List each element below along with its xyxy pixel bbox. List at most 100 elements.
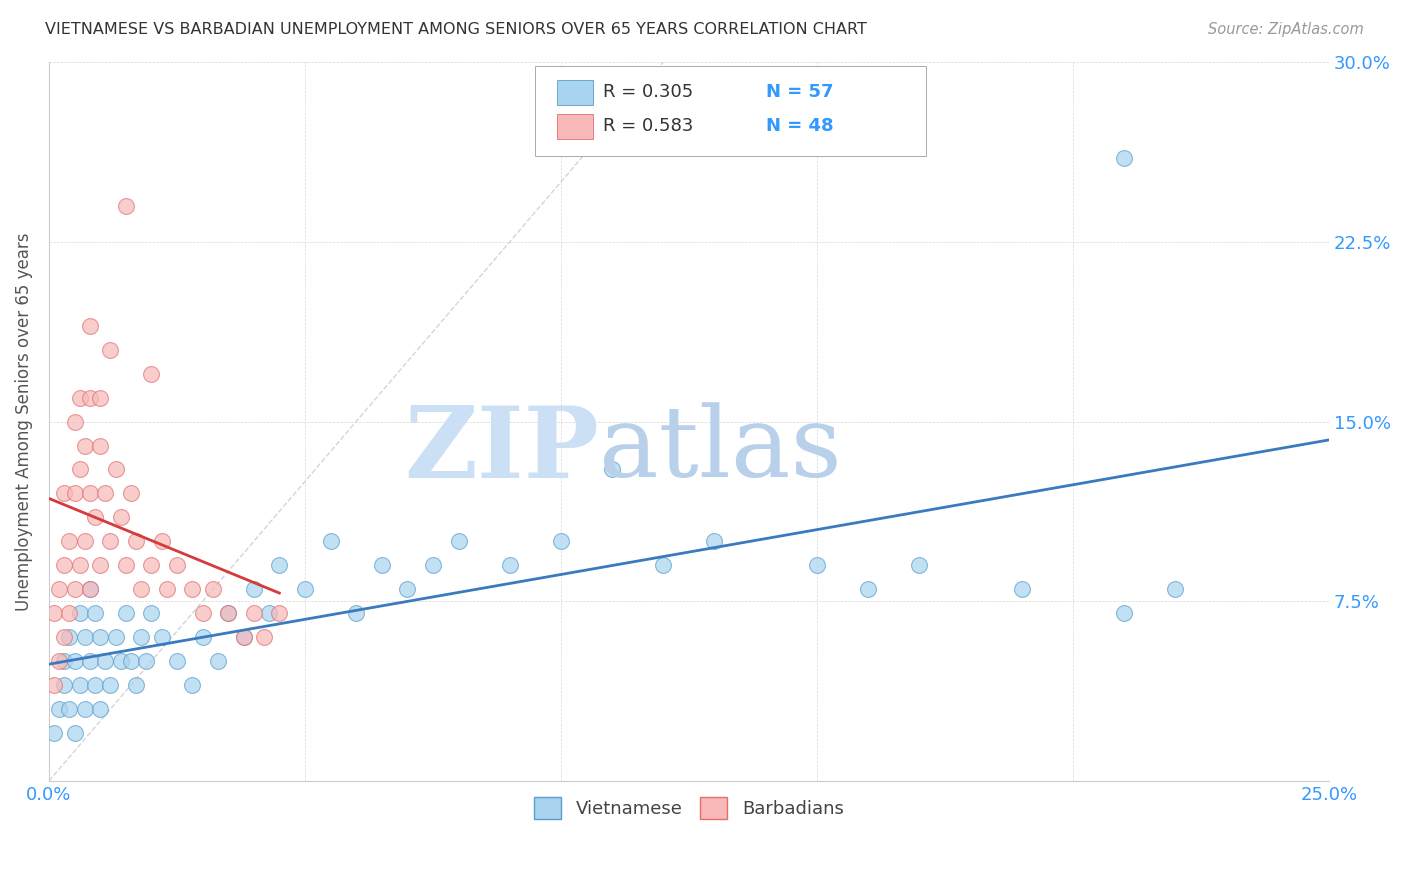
Point [269, 558, 291, 573]
Point [53, 630, 76, 644]
Point [269, 607, 291, 621]
Point [114, 607, 136, 621]
FancyBboxPatch shape [536, 66, 925, 155]
Point [100, 678, 122, 692]
Point [84, 678, 107, 692]
Point [89, 702, 111, 716]
Point [242, 607, 264, 621]
Point [114, 558, 136, 573]
Text: atlas: atlas [599, 402, 842, 499]
Point [242, 582, 264, 597]
Text: R = 0.305: R = 0.305 [603, 83, 693, 102]
Point [42, 726, 65, 740]
Point [550, 534, 572, 549]
Point [181, 582, 204, 597]
Point [63, 415, 86, 429]
Point [79, 654, 101, 668]
Point [125, 678, 148, 692]
Point [447, 534, 470, 549]
Point [129, 630, 152, 644]
Point [84, 607, 107, 621]
Text: R = 0.583: R = 0.583 [603, 117, 693, 135]
Point [422, 558, 444, 573]
Point [48, 702, 70, 716]
Point [79, 582, 101, 597]
Point [58, 702, 80, 716]
Point [191, 607, 214, 621]
Point [135, 654, 157, 668]
Point [89, 438, 111, 452]
Point [217, 607, 239, 621]
Point [63, 654, 86, 668]
Point [73, 438, 96, 452]
Point [53, 486, 76, 500]
Point [166, 654, 188, 668]
Point [42, 607, 65, 621]
Point [150, 534, 173, 549]
Text: VIETNAMESE VS BARBADIAN UNEMPLOYMENT AMONG SENIORS OVER 65 YEARS CORRELATION CHA: VIETNAMESE VS BARBADIAN UNEMPLOYMENT AMO… [45, 22, 868, 37]
Point [120, 486, 142, 500]
Point [1112, 607, 1135, 621]
Point [201, 582, 224, 597]
Point [600, 462, 623, 476]
Point [129, 582, 152, 597]
Point [63, 486, 86, 500]
Point [104, 462, 127, 476]
Point [79, 391, 101, 405]
Point [181, 678, 204, 692]
Point [232, 630, 254, 644]
Text: N = 48: N = 48 [766, 117, 834, 135]
Point [806, 558, 828, 573]
Point [191, 630, 214, 644]
Point [207, 654, 229, 668]
Point [499, 558, 522, 573]
Point [141, 367, 163, 381]
Point [110, 654, 132, 668]
Point [120, 654, 142, 668]
Point [58, 534, 80, 549]
Point [253, 630, 276, 644]
Point [53, 678, 76, 692]
Point [1164, 582, 1187, 597]
Point [89, 558, 111, 573]
Point [48, 582, 70, 597]
Point [48, 654, 70, 668]
Point [69, 558, 91, 573]
Point [79, 318, 101, 333]
Point [104, 630, 127, 644]
Point [166, 558, 188, 573]
Text: ZIP: ZIP [405, 401, 599, 499]
Point [257, 607, 280, 621]
Point [53, 558, 76, 573]
Point [69, 607, 91, 621]
Point [110, 510, 132, 524]
Point [156, 582, 179, 597]
Point [217, 607, 239, 621]
Point [125, 534, 148, 549]
Point [141, 558, 163, 573]
Point [84, 510, 107, 524]
Point [73, 630, 96, 644]
Point [42, 678, 65, 692]
Point [856, 582, 879, 597]
Point [396, 582, 419, 597]
Y-axis label: Unemployment Among Seniors over 65 years: Unemployment Among Seniors over 65 years [15, 232, 32, 611]
Point [114, 199, 136, 213]
Point [94, 486, 117, 500]
Point [58, 630, 80, 644]
Point [703, 534, 725, 549]
Point [73, 534, 96, 549]
Point [1112, 151, 1135, 165]
Legend: Vietnamese, Barbadians: Vietnamese, Barbadians [527, 789, 851, 826]
Point [89, 391, 111, 405]
FancyBboxPatch shape [557, 114, 593, 139]
Point [150, 630, 173, 644]
Text: N = 57: N = 57 [766, 83, 834, 102]
Point [63, 726, 86, 740]
Point [232, 630, 254, 644]
Point [53, 654, 76, 668]
Point [100, 534, 122, 549]
Point [652, 558, 675, 573]
Point [908, 558, 931, 573]
Point [94, 654, 117, 668]
